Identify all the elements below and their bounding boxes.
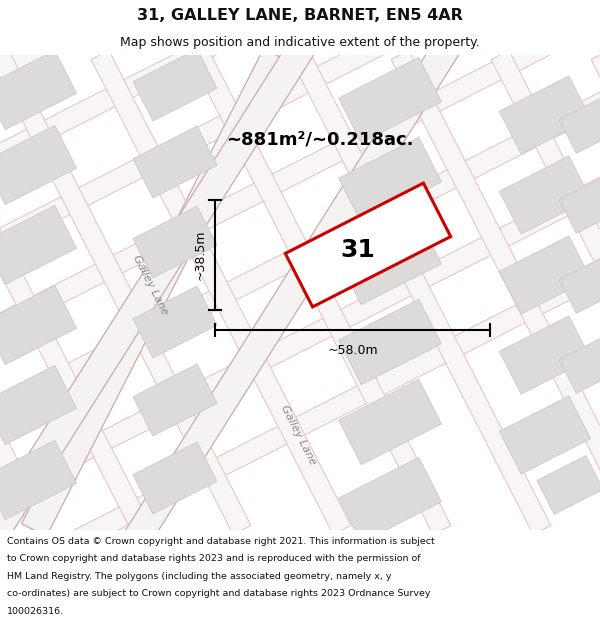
Polygon shape xyxy=(191,51,451,534)
Polygon shape xyxy=(0,51,51,534)
Text: Contains OS data © Crown copyright and database right 2021. This information is : Contains OS data © Crown copyright and d… xyxy=(7,537,435,546)
Polygon shape xyxy=(0,0,388,625)
Polygon shape xyxy=(499,396,590,474)
Text: Galley Lane: Galley Lane xyxy=(131,254,169,316)
Polygon shape xyxy=(0,51,251,534)
Polygon shape xyxy=(0,51,151,534)
Polygon shape xyxy=(0,0,600,129)
Text: Galley Lane: Galley Lane xyxy=(278,404,317,466)
Polygon shape xyxy=(0,129,600,554)
Polygon shape xyxy=(338,379,442,465)
Polygon shape xyxy=(133,126,217,198)
Polygon shape xyxy=(559,97,600,153)
Polygon shape xyxy=(338,138,442,222)
Text: HM Land Registry. The polygons (including the associated geometry, namely x, y: HM Land Registry. The polygons (includin… xyxy=(7,572,392,581)
Polygon shape xyxy=(22,49,289,536)
Polygon shape xyxy=(338,58,442,142)
Polygon shape xyxy=(338,458,442,542)
Polygon shape xyxy=(286,183,451,307)
Polygon shape xyxy=(0,206,77,284)
Text: ~58.0m: ~58.0m xyxy=(327,344,378,357)
Text: ~881m²/~0.218ac.: ~881m²/~0.218ac. xyxy=(226,131,414,149)
Polygon shape xyxy=(338,219,442,305)
Polygon shape xyxy=(133,49,217,121)
Polygon shape xyxy=(0,286,77,364)
Polygon shape xyxy=(0,126,77,204)
Polygon shape xyxy=(499,316,590,394)
Polygon shape xyxy=(0,0,600,44)
Polygon shape xyxy=(91,51,351,534)
Polygon shape xyxy=(491,51,600,534)
Polygon shape xyxy=(0,44,600,469)
Polygon shape xyxy=(499,236,590,314)
Polygon shape xyxy=(0,51,77,129)
Polygon shape xyxy=(0,0,600,214)
Polygon shape xyxy=(0,366,77,444)
Polygon shape xyxy=(559,337,600,393)
Polygon shape xyxy=(591,51,600,534)
Polygon shape xyxy=(537,456,600,514)
Text: ~38.5m: ~38.5m xyxy=(194,230,207,280)
Text: to Crown copyright and database rights 2023 and is reproduced with the permissio: to Crown copyright and database rights 2… xyxy=(7,554,421,563)
Text: Map shows position and indicative extent of the property.: Map shows position and indicative extent… xyxy=(120,36,480,49)
Text: co-ordinates) are subject to Crown copyright and database rights 2023 Ordnance S: co-ordinates) are subject to Crown copyr… xyxy=(7,589,431,598)
Polygon shape xyxy=(291,51,551,534)
Polygon shape xyxy=(133,206,217,278)
Polygon shape xyxy=(499,156,590,234)
Polygon shape xyxy=(0,441,77,519)
Polygon shape xyxy=(499,76,590,154)
Polygon shape xyxy=(0,0,600,299)
Polygon shape xyxy=(391,51,600,534)
Polygon shape xyxy=(559,257,600,313)
Text: 31, GALLEY LANE, BARNET, EN5 4AR: 31, GALLEY LANE, BARNET, EN5 4AR xyxy=(137,8,463,23)
Polygon shape xyxy=(133,364,217,436)
Polygon shape xyxy=(0,214,600,625)
Polygon shape xyxy=(133,286,217,358)
Polygon shape xyxy=(133,442,217,514)
Polygon shape xyxy=(559,177,600,233)
Polygon shape xyxy=(338,299,442,385)
Polygon shape xyxy=(0,0,600,384)
Text: 100026316.: 100026316. xyxy=(7,607,64,616)
Text: 31: 31 xyxy=(341,238,376,262)
Polygon shape xyxy=(67,0,533,625)
